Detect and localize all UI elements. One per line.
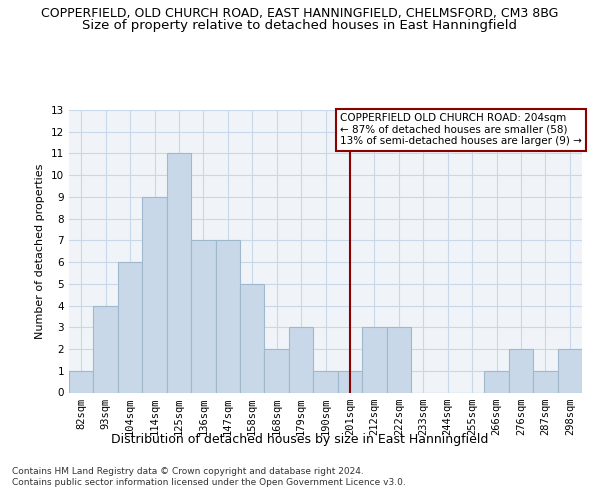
Bar: [191, 240, 215, 392]
Bar: [142, 197, 167, 392]
Bar: [167, 154, 191, 392]
Bar: [265, 349, 289, 393]
Bar: [215, 240, 240, 392]
Text: Size of property relative to detached houses in East Hanningfield: Size of property relative to detached ho…: [83, 18, 517, 32]
Bar: [557, 349, 582, 393]
Text: COPPERFIELD, OLD CHURCH ROAD, EAST HANNINGFIELD, CHELMSFORD, CM3 8BG: COPPERFIELD, OLD CHURCH ROAD, EAST HANNI…: [41, 8, 559, 20]
Bar: [533, 371, 557, 392]
Bar: [509, 349, 533, 393]
Text: COPPERFIELD OLD CHURCH ROAD: 204sqm
← 87% of detached houses are smaller (58)
13: COPPERFIELD OLD CHURCH ROAD: 204sqm ← 87…: [340, 114, 582, 146]
Bar: [362, 328, 386, 392]
Bar: [289, 328, 313, 392]
Bar: [118, 262, 142, 392]
Text: Contains HM Land Registry data © Crown copyright and database right 2024.
Contai: Contains HM Land Registry data © Crown c…: [12, 468, 406, 487]
Bar: [313, 371, 338, 392]
Bar: [240, 284, 265, 393]
Y-axis label: Number of detached properties: Number of detached properties: [35, 164, 46, 339]
Bar: [94, 306, 118, 392]
Bar: [484, 371, 509, 392]
Text: Distribution of detached houses by size in East Hanningfield: Distribution of detached houses by size …: [112, 432, 488, 446]
Bar: [386, 328, 411, 392]
Bar: [338, 371, 362, 392]
Bar: [69, 371, 94, 392]
